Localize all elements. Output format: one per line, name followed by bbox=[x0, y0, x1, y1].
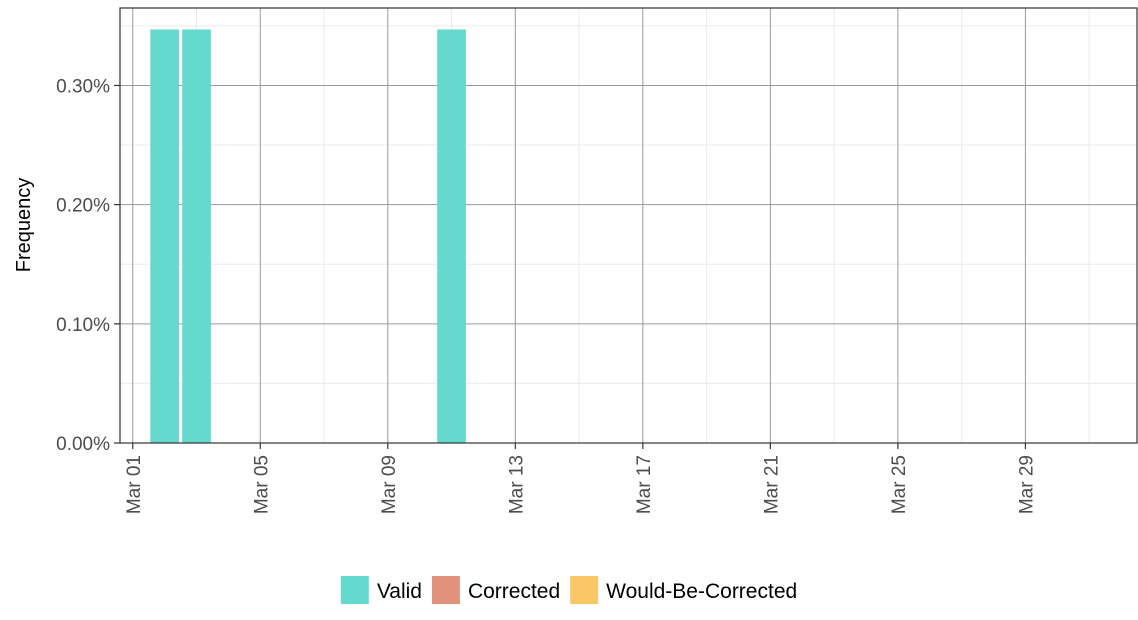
y-tick-label: 0.20% bbox=[56, 196, 110, 217]
bar-valid-mar-11 bbox=[437, 29, 466, 443]
y-axis-title: Frequency bbox=[13, 178, 35, 273]
y-tick-label: 0.30% bbox=[56, 76, 110, 97]
legend-key-valid bbox=[340, 576, 369, 604]
bar-valid-mar-03 bbox=[182, 29, 211, 443]
y-tick-label: 0.10% bbox=[56, 315, 110, 336]
bar-valid-mar-02 bbox=[150, 29, 179, 443]
y-axis: 0.00% 0.10% 0.20% 0.30% bbox=[56, 76, 120, 455]
x-axis: Mar 01 Mar 05 Mar 09 Mar 13 Mar 17 Mar 21 Mar … bbox=[124, 443, 1037, 514]
bars bbox=[150, 29, 466, 443]
x-tick-label: Mar 05 bbox=[251, 455, 272, 514]
x-tick-label: Mar 25 bbox=[889, 455, 910, 514]
x-tick-label: Mar 29 bbox=[1016, 455, 1037, 514]
x-tick-label: Mar 09 bbox=[379, 455, 400, 514]
legend-label: Valid bbox=[377, 580, 422, 603]
legend-label: Would-Be-Corrected bbox=[606, 580, 797, 603]
x-tick-label: Mar 01 bbox=[124, 455, 145, 514]
legend: Valid Corrected Would-Be-Corrected bbox=[340, 576, 797, 604]
panel-background bbox=[120, 8, 1137, 443]
x-tick-label: Mar 17 bbox=[634, 455, 655, 514]
legend-key-corrected bbox=[431, 576, 460, 604]
x-tick-label: Mar 13 bbox=[506, 455, 527, 514]
panel-border bbox=[119, 7, 1138, 444]
y-tick-label: 0.00% bbox=[56, 434, 110, 455]
legend-label: Corrected bbox=[468, 580, 560, 603]
legend-key-would-be-corrected bbox=[570, 576, 599, 604]
x-tick-label: Mar 21 bbox=[761, 455, 782, 514]
